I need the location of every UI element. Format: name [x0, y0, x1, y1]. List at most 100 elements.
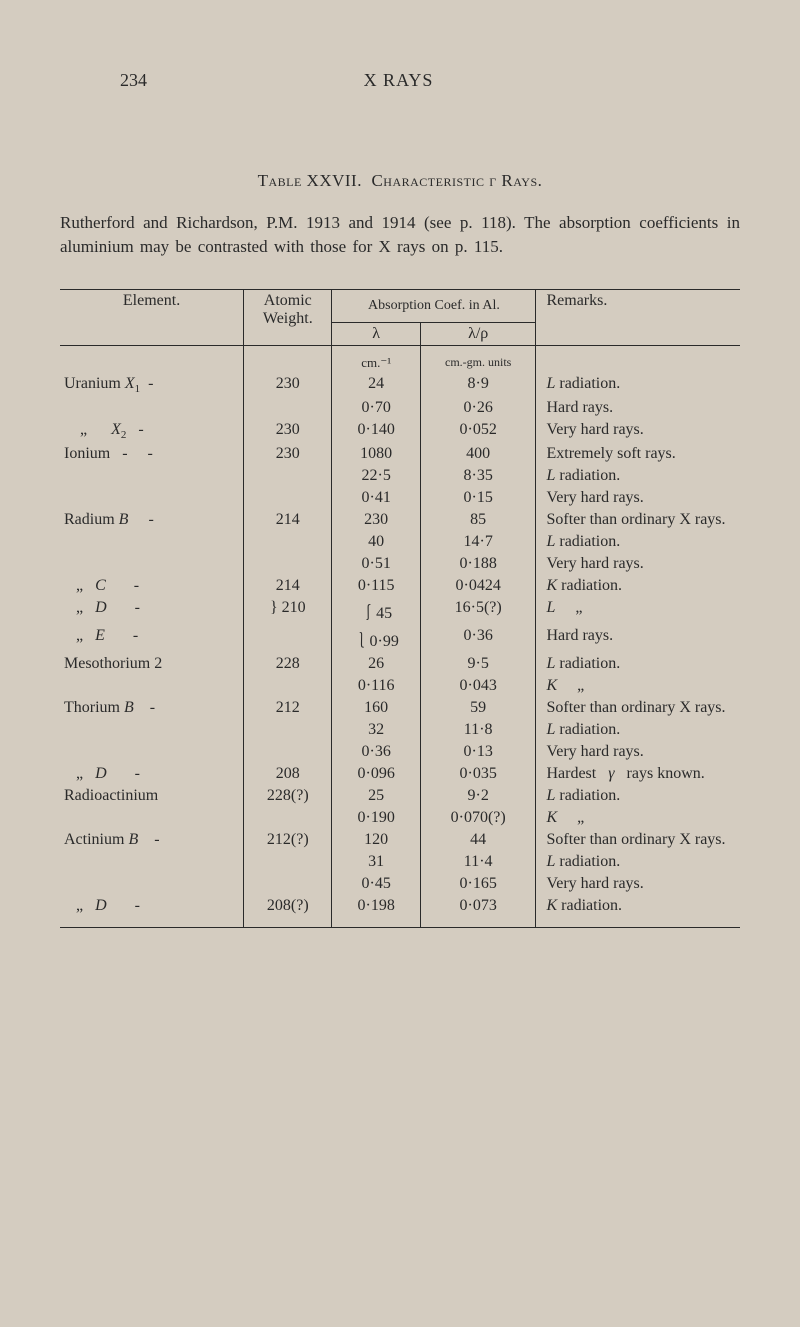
cell-element [60, 553, 244, 575]
cell-lambda-rho: 0·188 [420, 553, 536, 575]
table-row: Ionium - -2301080400Extremely soft rays. [60, 443, 740, 465]
cell-element [60, 807, 244, 829]
cell-lambda-rho: 44 [420, 829, 536, 851]
cell-lambda: 0·45 [332, 873, 420, 895]
cell-lambda-rho: 0·070(?) [420, 807, 536, 829]
table-row: Thorium B -21216059Softer than ordinary … [60, 697, 740, 719]
table-row: Uranium X1 -230248·9L radiation. [60, 373, 740, 397]
table-row: 0·450·165Very hard rays. [60, 873, 740, 895]
cell-lambda: 0·190 [332, 807, 420, 829]
cell-lambda: 25 [332, 785, 420, 807]
cell-lambda: 0·36 [332, 741, 420, 763]
cell-remarks: L radiation. [536, 719, 740, 741]
cell-remarks: L radiation. [536, 465, 740, 487]
cell-lambda: 32 [332, 719, 420, 741]
cell-lambda-rho: 16·5(?) [420, 597, 536, 625]
cell-weight: 208 [244, 763, 332, 785]
table-row: Actinium B -212(?)12044Softer than ordin… [60, 829, 740, 851]
cell-lambda: 0·70 [332, 397, 420, 419]
table-row: 3111·4L radiation. [60, 851, 740, 873]
cell-remarks: K radiation. [536, 575, 740, 597]
table-row: Mesothorium 2228269·5L radiation. [60, 653, 740, 675]
cell-lambda-rho: 400 [420, 443, 536, 465]
cell-lambda: 0·51 [332, 553, 420, 575]
cell-lambda-rho: 0·052 [420, 419, 536, 443]
table-row: „ D -208(?)0·1980·073K radiation. [60, 895, 740, 917]
cell-weight: 228 [244, 653, 332, 675]
cell-element [60, 465, 244, 487]
table-row: 0·410·15Very hard rays. [60, 487, 740, 509]
cell-remarks: L radiation. [536, 851, 740, 873]
cell-element: Radioactinium [60, 785, 244, 807]
cell-remarks: Softer than ordinary X rays. [536, 509, 740, 531]
table-number: Table XXVII. [258, 171, 362, 190]
cell-weight: 212 [244, 697, 332, 719]
cell-element: „ D - [60, 763, 244, 785]
cell-lambda-rho: 9·5 [420, 653, 536, 675]
cell-remarks: K „ [536, 675, 740, 697]
table-row: 0·1900·070(?)K „ [60, 807, 740, 829]
cell-remarks: Very hard rays. [536, 419, 740, 443]
cell-weight: 230 [244, 373, 332, 397]
cell-weight [244, 487, 332, 509]
cell-weight [244, 851, 332, 873]
cell-lambda-rho: 14·7 [420, 531, 536, 553]
cell-lambda: 40 [332, 531, 420, 553]
cell-element [60, 675, 244, 697]
cell-lambda-rho: 11·8 [420, 719, 536, 741]
cell-element [60, 719, 244, 741]
cell-remarks: Very hard rays. [536, 741, 740, 763]
cell-remarks: Very hard rays. [536, 553, 740, 575]
header-absorption: Absorption Coef. in Al. [332, 289, 536, 322]
cell-weight [244, 741, 332, 763]
cell-weight [244, 465, 332, 487]
cell-remarks: Very hard rays. [536, 873, 740, 895]
cell-lambda-rho: 9·2 [420, 785, 536, 807]
cell-weight: 212(?) [244, 829, 332, 851]
page-heading: X RAYS [364, 70, 434, 91]
header-weight: Atomic Weight. [244, 289, 332, 345]
unit-lambda: cm.⁻¹ [332, 353, 420, 373]
page-header: 234 X RAYS [60, 70, 740, 91]
cell-remarks: L radiation. [536, 531, 740, 553]
header-remarks: Remarks. [536, 289, 740, 345]
cell-lambda: 230 [332, 509, 420, 531]
cell-element: Actinium B - [60, 829, 244, 851]
cell-lambda: 31 [332, 851, 420, 873]
cell-weight: } 210 [244, 597, 332, 625]
cell-element [60, 741, 244, 763]
cell-element: Ionium - - [60, 443, 244, 465]
cell-lambda-rho: 85 [420, 509, 536, 531]
cell-remarks: L radiation. [536, 373, 740, 397]
table-title: Table XXVII. Characteristic γ Rays. [60, 171, 740, 191]
cell-remarks: Very hard rays. [536, 487, 740, 509]
cell-weight: 230 [244, 419, 332, 443]
cell-lambda: 160 [332, 697, 420, 719]
header-lambda: λ [332, 322, 420, 345]
intro-text: Rutherford and Richardson, P.M. 1913 and… [60, 211, 740, 259]
cell-element: „ C - [60, 575, 244, 597]
cell-element: „ D - [60, 597, 244, 625]
cell-element: Uranium X1 - [60, 373, 244, 397]
cell-lambda-rho: 11·4 [420, 851, 536, 873]
cell-remarks: Softer than ordinary X rays. [536, 829, 740, 851]
cell-lambda: 0·198 [332, 895, 420, 917]
cell-lambda: 0·096 [332, 763, 420, 785]
cell-element: Radium B - [60, 509, 244, 531]
cell-weight: 230 [244, 443, 332, 465]
unit-lambda-rho: cm.-gm. units [420, 353, 536, 373]
cell-lambda: ⎱0·99 [332, 625, 420, 653]
table-row: 0·360·13Very hard rays. [60, 741, 740, 763]
cell-weight [244, 807, 332, 829]
cell-lambda-rho: 0·26 [420, 397, 536, 419]
table-row: „ E -⎱0·990·36Hard rays. [60, 625, 740, 653]
cell-weight [244, 531, 332, 553]
units-row: cm.⁻¹ cm.-gm. units [60, 353, 740, 373]
cell-weight [244, 553, 332, 575]
cell-lambda: 24 [332, 373, 420, 397]
cell-element: „ X2 - [60, 419, 244, 443]
cell-lambda-rho: 59 [420, 697, 536, 719]
cell-element: „ E - [60, 625, 244, 653]
cell-weight: 228(?) [244, 785, 332, 807]
cell-element: Thorium B - [60, 697, 244, 719]
